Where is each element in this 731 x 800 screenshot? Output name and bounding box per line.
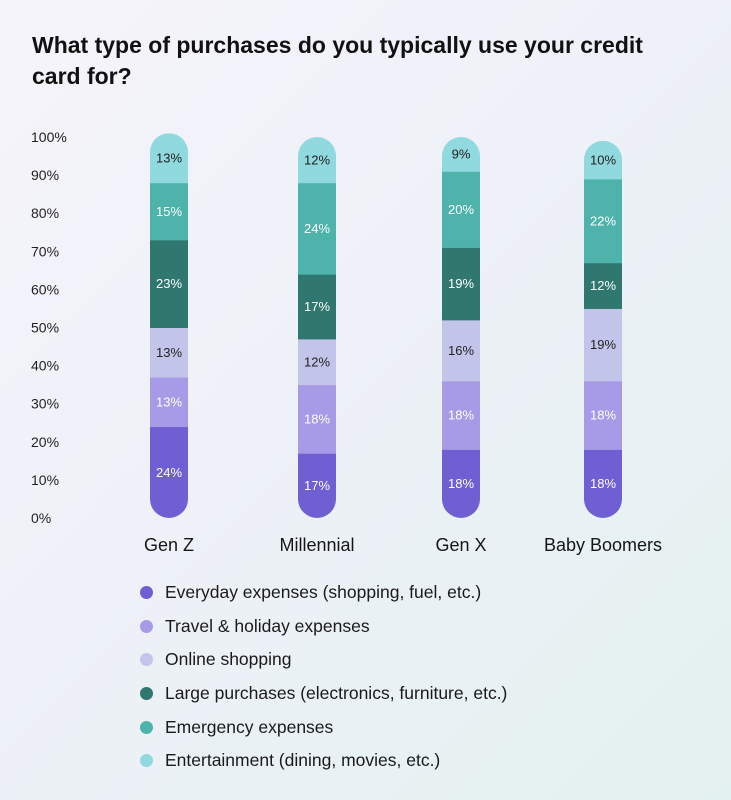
bar-stack-labels: 18% 18% 19% 12% 22% 10% xyxy=(590,152,616,491)
data-label: 20% xyxy=(448,202,474,217)
bar-stack xyxy=(442,137,480,518)
data-label: 18% xyxy=(448,408,474,423)
x-category-label: Gen Z xyxy=(144,535,194,555)
bar-segment xyxy=(150,327,188,378)
y-tick-label: 30% xyxy=(31,396,59,412)
bar-segment xyxy=(150,426,188,518)
legend-label: Online shopping xyxy=(165,649,292,670)
data-label: 24% xyxy=(304,221,330,236)
legend-swatch xyxy=(140,754,153,768)
data-label: 19% xyxy=(590,337,616,352)
legend-item: Entertainment (dining, movies, etc.) xyxy=(140,744,507,778)
x-category-label: Gen X xyxy=(435,535,486,555)
bar-segment xyxy=(150,377,188,428)
y-tick-label: 50% xyxy=(31,320,59,336)
data-label: 18% xyxy=(448,476,474,491)
legend-label: Everyday expenses (shopping, fuel, etc.) xyxy=(165,582,482,603)
bar-segment xyxy=(584,380,622,450)
data-label: 13% xyxy=(156,150,182,165)
data-label: 10% xyxy=(590,152,616,167)
bar-segment xyxy=(442,380,480,450)
y-axis: 0% 10% 20% 30% 40% 50% 60% 70% 80% 90% 100% xyxy=(31,129,67,526)
legend-label: Large purchases (electronics, furniture,… xyxy=(165,683,508,704)
legend-swatch xyxy=(140,619,153,633)
bar-segment xyxy=(298,338,336,386)
y-tick-label: 100% xyxy=(31,129,67,145)
data-label: 24% xyxy=(156,465,182,480)
legend-item: Online shopping xyxy=(140,643,507,677)
bar-segment xyxy=(150,182,188,241)
legend-swatch xyxy=(140,653,153,667)
data-label: 13% xyxy=(156,345,182,360)
data-label: 19% xyxy=(448,276,474,291)
bar-segment xyxy=(442,247,480,321)
y-tick-label: 10% xyxy=(31,472,59,488)
bar-stack xyxy=(298,137,336,518)
chart-title: What type of purchases do you typically … xyxy=(32,32,643,89)
x-axis: Gen Z Millennial Gen X Baby Boomers xyxy=(144,535,662,555)
data-label: 13% xyxy=(156,394,182,409)
legend: Everyday expenses (shopping, fuel, etc.)… xyxy=(140,576,507,778)
bar-segment xyxy=(442,137,480,172)
bar-segment xyxy=(298,453,336,518)
y-tick-label: 70% xyxy=(31,243,59,259)
legend-item: Emergency expenses xyxy=(140,710,507,744)
legend-swatch xyxy=(140,586,153,600)
bar-segment xyxy=(150,239,188,328)
bar-stack-labels: 18% 18% 16% 19% 20% 9% xyxy=(448,147,474,492)
bar-segment xyxy=(584,178,622,264)
data-label: 12% xyxy=(304,354,330,369)
bar-segment xyxy=(298,274,336,340)
y-tick-label: 80% xyxy=(31,205,59,221)
bar-segment xyxy=(150,133,188,184)
data-label: 12% xyxy=(590,278,616,293)
bar-segment xyxy=(298,137,336,184)
bar-segment xyxy=(298,182,336,275)
y-tick-label: 90% xyxy=(31,167,59,183)
bar-segment xyxy=(442,449,480,518)
data-label: 9% xyxy=(452,147,471,162)
data-label: 18% xyxy=(590,408,616,423)
legend-swatch xyxy=(140,720,153,734)
y-tick-label: 20% xyxy=(31,434,59,450)
legend-label: Emergency expenses xyxy=(165,716,334,737)
y-tick-label: 0% xyxy=(31,510,51,526)
data-label: 17% xyxy=(304,299,330,314)
legend-item: Travel & holiday expenses xyxy=(140,610,507,644)
legend-swatch xyxy=(140,687,153,701)
bar-stack xyxy=(150,133,188,518)
stacked-bar-chart: 0% 10% 20% 30% 40% 50% 60% 70% 80% 90% 100% 24% 13%… xyxy=(31,129,662,555)
bar-stack-labels: 24% 13% 13% 23% 15% 13% xyxy=(156,150,182,479)
bar-segment xyxy=(584,262,622,309)
x-category-label: Baby Boomers xyxy=(544,535,662,555)
bar-segment xyxy=(584,449,622,518)
legend-item: Large purchases (electronics, furniture,… xyxy=(140,677,507,711)
y-tick-label: 60% xyxy=(31,281,59,297)
data-label: 18% xyxy=(590,476,616,491)
bar-segment xyxy=(442,319,480,382)
x-category-label: Millennial xyxy=(279,535,354,555)
bar-segment xyxy=(298,384,336,454)
legend-label: Entertainment (dining, movies, etc.) xyxy=(165,750,441,771)
data-label: 15% xyxy=(156,204,182,219)
legend-item: Everyday expenses (shopping, fuel, etc.) xyxy=(140,576,507,610)
data-label: 22% xyxy=(590,213,616,228)
bars: 24%13%13%23%15%13%17%18%12%17%24%12%18%1… xyxy=(150,133,622,518)
legend-label: Travel & holiday expenses xyxy=(165,615,370,636)
bar-segment xyxy=(584,308,622,382)
y-tick-label: 40% xyxy=(31,358,59,374)
bar-stack xyxy=(584,140,622,518)
bar-segment xyxy=(442,171,480,248)
data-label: 12% xyxy=(304,152,330,167)
data-label: 18% xyxy=(304,411,330,426)
data-label: 17% xyxy=(304,478,330,493)
data-label: 16% xyxy=(448,343,474,358)
data-label: 23% xyxy=(156,276,182,291)
bar-stack-labels: 17% 18% 12% 17% 24% 12% xyxy=(304,152,330,493)
bar-segment xyxy=(584,140,622,180)
